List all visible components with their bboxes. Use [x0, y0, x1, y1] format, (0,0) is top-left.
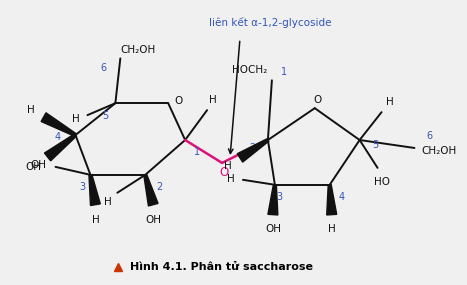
- Text: 6: 6: [100, 63, 106, 73]
- Text: O: O: [219, 166, 229, 179]
- Text: HOCH₂: HOCH₂: [232, 65, 268, 75]
- Text: Hình 4.1. Phân tử saccharose: Hình 4.1. Phân tử saccharose: [130, 262, 313, 272]
- Text: H: H: [328, 223, 336, 234]
- Text: 5: 5: [373, 140, 379, 150]
- Text: H: H: [104, 197, 111, 207]
- Text: HO: HO: [374, 177, 389, 187]
- Text: OH: OH: [30, 160, 47, 170]
- Polygon shape: [327, 185, 337, 215]
- Text: O: O: [314, 95, 322, 105]
- Polygon shape: [237, 139, 269, 162]
- Text: CH₂OH: CH₂OH: [422, 146, 457, 156]
- Polygon shape: [89, 175, 100, 205]
- Text: 1: 1: [194, 147, 200, 157]
- Polygon shape: [41, 113, 76, 136]
- Text: H: H: [224, 161, 232, 171]
- Text: 3: 3: [79, 182, 85, 192]
- Text: OH: OH: [265, 223, 281, 234]
- Text: 6: 6: [426, 131, 432, 141]
- Text: H: H: [27, 105, 35, 115]
- Polygon shape: [268, 185, 278, 215]
- Text: H: H: [71, 114, 79, 124]
- Text: OH: OH: [26, 162, 42, 172]
- Polygon shape: [44, 134, 77, 161]
- Text: CH₂OH: CH₂OH: [120, 45, 156, 56]
- Text: 2: 2: [249, 143, 255, 153]
- Text: H: H: [227, 174, 235, 184]
- Text: H: H: [209, 95, 217, 105]
- Polygon shape: [144, 174, 158, 206]
- Text: OH: OH: [145, 215, 161, 225]
- Text: 5: 5: [102, 111, 108, 121]
- Text: 3: 3: [277, 192, 283, 202]
- Text: liên kết α-1,2-glycoside: liên kết α-1,2-glycoside: [209, 17, 331, 28]
- Text: 4: 4: [339, 192, 345, 202]
- Text: 2: 2: [156, 182, 163, 192]
- Text: H: H: [386, 97, 393, 107]
- Text: O: O: [174, 96, 182, 106]
- Text: 1: 1: [281, 67, 287, 77]
- Text: H: H: [92, 215, 99, 225]
- Text: 4: 4: [55, 132, 61, 142]
